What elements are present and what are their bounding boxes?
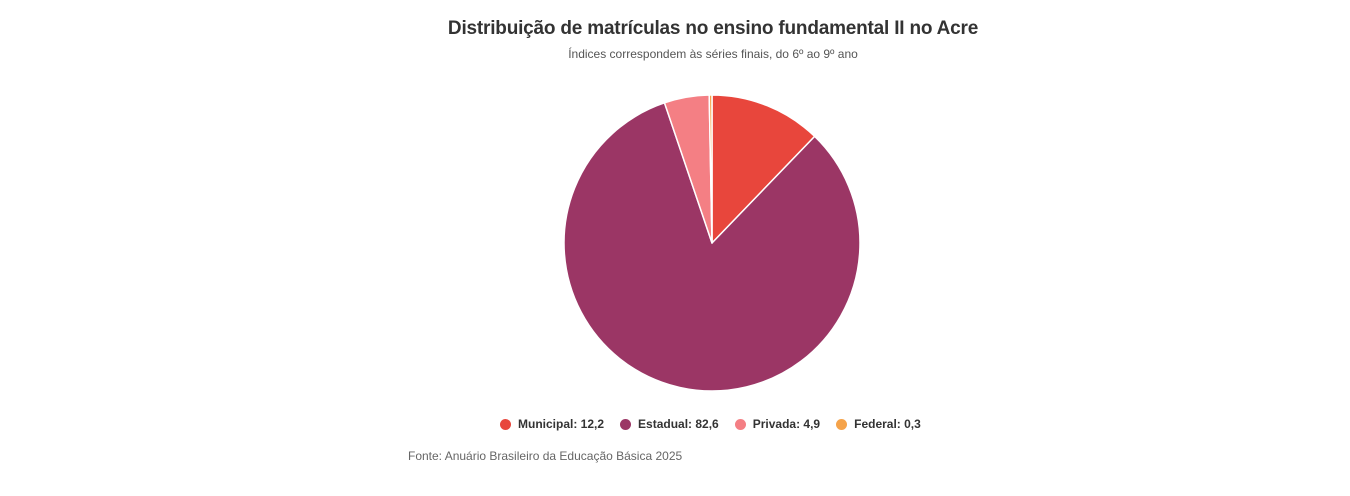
legend-label-municipal: Municipal: 12,2 <box>518 417 605 431</box>
chart-source: Fonte: Anuário Brasileiro da Educação Bá… <box>408 449 683 463</box>
chart-subtitle: Índices correspondem às séries finais, d… <box>568 47 858 61</box>
chart-title: Distribuição de matrículas no ensino fun… <box>447 18 979 39</box>
pie-slice-municipal[interactable] <box>711 94 816 244</box>
pie-slices <box>563 94 861 392</box>
legend-marker-municipal <box>500 418 511 430</box>
legend-item-municipal[interactable]: Municipal: 12,2 <box>500 417 604 431</box>
legend-marker-privada <box>734 418 746 430</box>
legend-marker-estadual <box>620 418 632 430</box>
legend-label-privada: Privada: 4,9 <box>752 417 821 431</box>
legend-label-federal: Federal: 0,3 <box>854 417 921 431</box>
pie-slice-federal[interactable] <box>708 94 713 244</box>
legend-item-estadual[interactable]: Estadual: 82,6 <box>620 417 719 431</box>
legend-marker-federal <box>836 418 848 430</box>
pie-slice-estadual[interactable] <box>563 102 861 392</box>
legend-item-federal[interactable]: Federal: 0,3 <box>836 417 921 431</box>
chart-legend: Municipal: 12,2 Estadual: 82,6 Privada: … <box>500 414 921 434</box>
legend-label-estadual: Estadual: 82,6 <box>638 417 719 431</box>
legend-item-privada[interactable]: Privada: 4,9 <box>734 417 821 431</box>
